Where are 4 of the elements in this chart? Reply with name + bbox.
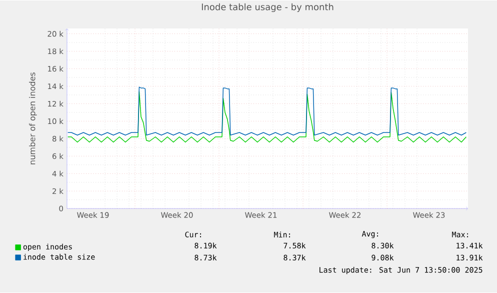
y-axis-title: number of open inodes: [29, 72, 37, 164]
chart-title: Inode table usage - by month: [202, 4, 334, 12]
line-series: [67, 91, 467, 143]
line-series: [67, 86, 467, 136]
